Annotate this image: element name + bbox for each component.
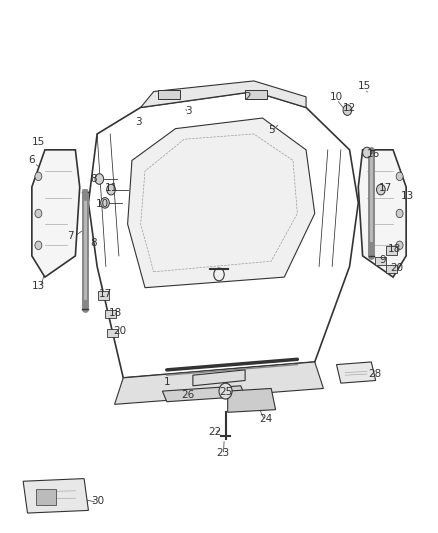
Text: 13: 13 <box>400 191 413 201</box>
Text: 12: 12 <box>343 103 356 114</box>
Text: 10: 10 <box>96 199 109 209</box>
Circle shape <box>35 172 42 181</box>
Text: 15: 15 <box>358 81 371 91</box>
Bar <box>158 90 180 100</box>
Text: 11: 11 <box>104 183 118 193</box>
Circle shape <box>363 147 371 158</box>
Text: 9: 9 <box>379 255 385 264</box>
Text: 3: 3 <box>185 106 192 116</box>
Text: 17: 17 <box>378 183 392 193</box>
Text: 18: 18 <box>387 244 401 254</box>
Text: 25: 25 <box>219 387 232 397</box>
Text: 6: 6 <box>28 156 35 165</box>
Text: 7: 7 <box>67 231 74 241</box>
Text: 8: 8 <box>90 238 97 248</box>
Circle shape <box>101 198 110 208</box>
Bar <box>386 265 396 273</box>
Text: 18: 18 <box>109 308 122 318</box>
Polygon shape <box>336 362 376 383</box>
Bar <box>386 246 396 255</box>
Bar <box>107 328 118 337</box>
Circle shape <box>35 241 42 249</box>
Text: 10: 10 <box>330 92 343 102</box>
Polygon shape <box>193 370 245 386</box>
Text: 5: 5 <box>268 125 275 135</box>
Circle shape <box>396 209 403 217</box>
Polygon shape <box>23 479 88 513</box>
Polygon shape <box>127 118 315 288</box>
Text: 30: 30 <box>92 496 105 506</box>
Text: 23: 23 <box>217 448 230 458</box>
Text: 16: 16 <box>367 149 380 158</box>
Text: 15: 15 <box>32 137 45 147</box>
Text: 20: 20 <box>113 326 126 336</box>
Circle shape <box>35 209 42 217</box>
Text: 13: 13 <box>32 281 45 291</box>
Text: 28: 28 <box>368 369 381 378</box>
Text: 3: 3 <box>135 117 142 127</box>
Bar <box>99 292 110 300</box>
Bar <box>105 310 116 318</box>
Polygon shape <box>162 386 245 402</box>
Polygon shape <box>358 150 406 277</box>
Bar <box>245 90 267 100</box>
Circle shape <box>343 105 352 115</box>
Circle shape <box>219 383 232 399</box>
Text: 26: 26 <box>181 390 194 400</box>
Text: 24: 24 <box>259 414 272 424</box>
Polygon shape <box>115 362 323 405</box>
Circle shape <box>396 241 403 249</box>
Text: 22: 22 <box>208 427 221 437</box>
Circle shape <box>377 184 385 195</box>
Polygon shape <box>32 150 80 277</box>
Bar <box>36 489 56 505</box>
Text: 2: 2 <box>244 92 251 102</box>
Text: 8: 8 <box>90 174 97 184</box>
Text: 17: 17 <box>99 289 112 299</box>
Text: 1: 1 <box>163 377 170 387</box>
Polygon shape <box>228 389 276 413</box>
Text: 20: 20 <box>390 263 403 272</box>
Circle shape <box>107 184 116 195</box>
Polygon shape <box>141 81 306 108</box>
Circle shape <box>95 174 104 184</box>
Circle shape <box>396 172 403 181</box>
Bar <box>375 257 386 265</box>
